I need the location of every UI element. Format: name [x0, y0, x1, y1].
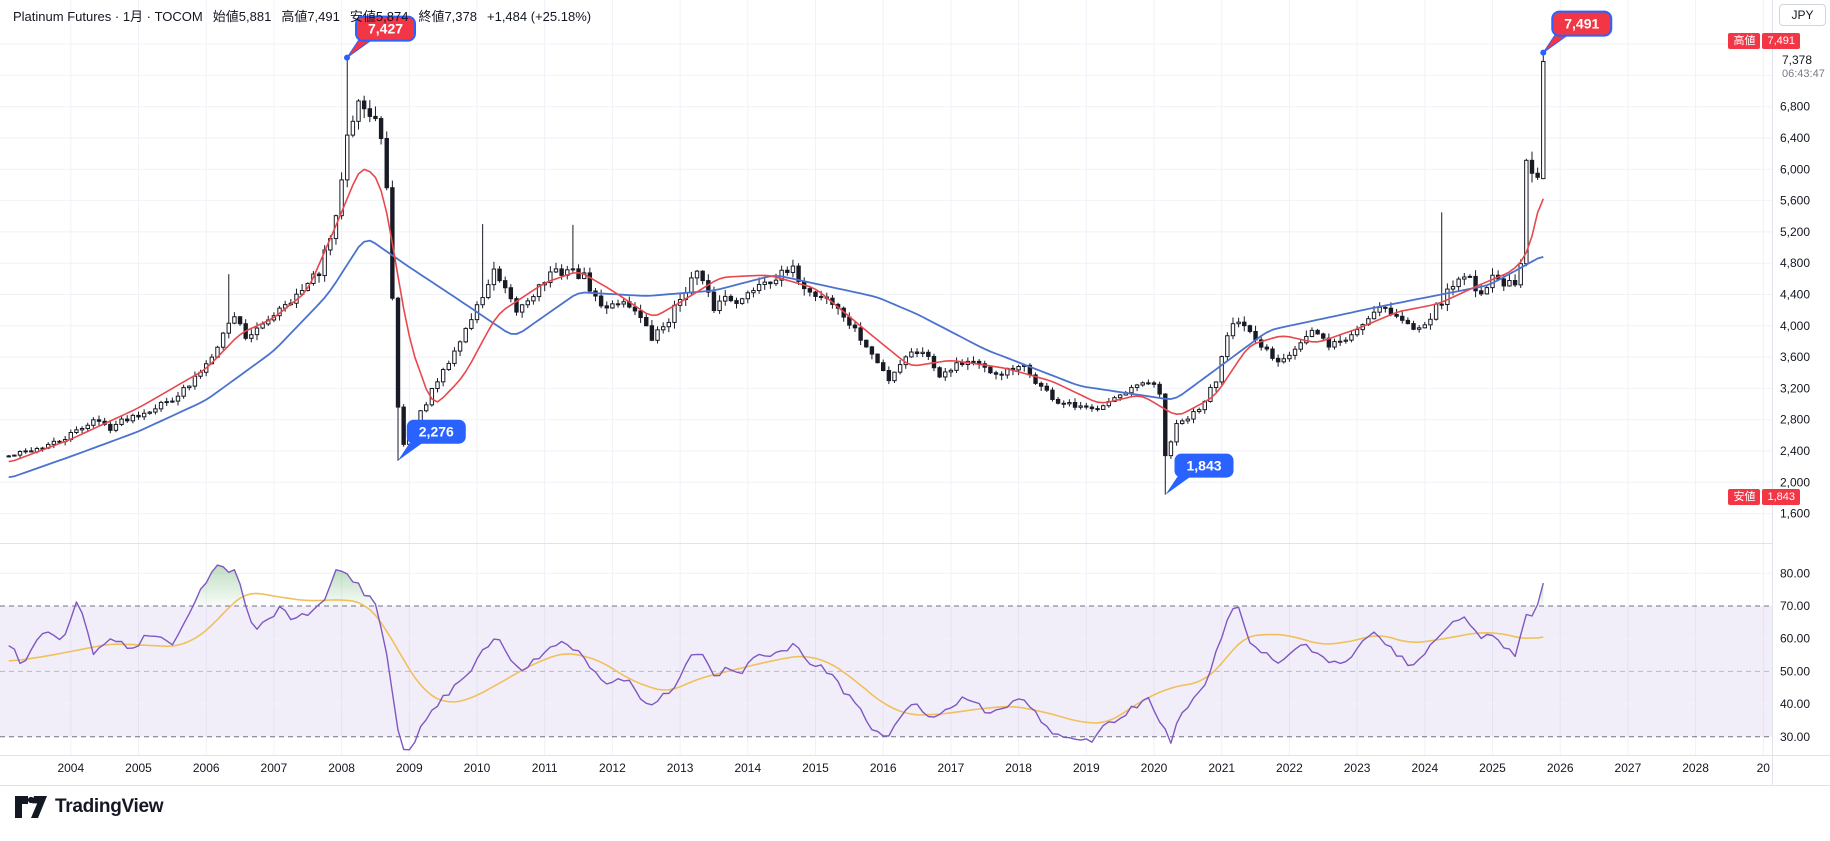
- svg-text:2014: 2014: [734, 761, 761, 775]
- svg-text:3,600: 3,600: [1780, 350, 1810, 364]
- svg-text:30.00: 30.00: [1780, 730, 1810, 744]
- svg-text:5,600: 5,600: [1780, 194, 1810, 208]
- svg-text:4,400: 4,400: [1780, 288, 1810, 302]
- tradingview-logo-text: TradingView: [55, 796, 164, 817]
- svg-text:2022: 2022: [1276, 761, 1303, 775]
- svg-text:2,276: 2,276: [419, 424, 454, 440]
- bar-countdown: 06:43:47: [1782, 68, 1825, 80]
- svg-text:6,800: 6,800: [1780, 100, 1810, 114]
- price-marker-1843: 1,843: [1165, 453, 1234, 495]
- svg-text:2025: 2025: [1479, 761, 1506, 775]
- rsi-line: [8, 564, 1544, 751]
- tradingview-logo[interactable]: TradingView: [14, 794, 164, 820]
- svg-text:70.00: 70.00: [1780, 599, 1810, 613]
- slow-ma-line: [8, 239, 1544, 479]
- ohlc-low: 安値5,874: [349, 9, 409, 24]
- svg-text:2007: 2007: [261, 761, 288, 775]
- svg-text:1,843: 1,843: [1186, 458, 1221, 474]
- svg-text:3,200: 3,200: [1780, 381, 1810, 395]
- svg-text:2010: 2010: [464, 761, 491, 775]
- svg-text:2024: 2024: [1411, 761, 1438, 775]
- price-pane-layer: [6, 52, 1546, 495]
- svg-text:40.00: 40.00: [1780, 697, 1810, 711]
- svg-text:2015: 2015: [802, 761, 829, 775]
- price-axis-labels[interactable]: 6,800 6,400 6,000 5,600 5,200 4,800 4,400 4,000…: [1780, 100, 1810, 521]
- svg-text:2018: 2018: [1005, 761, 1032, 775]
- svg-text:2008: 2008: [328, 761, 355, 775]
- time-axis-labels[interactable]: 2004 2005 2006 2007 2008 2009 2010 2011 2012 2013…: [57, 761, 1770, 775]
- svg-text:2009: 2009: [396, 761, 423, 775]
- svg-text:6,000: 6,000: [1780, 162, 1810, 176]
- marker-callouts: 7,427 2,276 1,843 7,491: [344, 10, 1613, 495]
- svg-text:5,200: 5,200: [1780, 225, 1810, 239]
- svg-text:2011: 2011: [532, 761, 558, 775]
- fast-ma-line: [8, 168, 1545, 463]
- low-badge-value: 1,843: [1762, 489, 1800, 505]
- svg-text:2006: 2006: [193, 761, 220, 775]
- ohlc-close: 終値7,378: [418, 9, 477, 24]
- svg-text:2017: 2017: [938, 761, 965, 775]
- svg-text:2005: 2005: [125, 761, 152, 775]
- tradingview-logo-icon: [15, 796, 47, 818]
- svg-text:50.00: 50.00: [1780, 664, 1810, 678]
- pane-separators: [0, 0, 1830, 786]
- svg-text:2028: 2028: [1682, 761, 1709, 775]
- svg-text:7,427: 7,427: [368, 21, 403, 37]
- high-badge-value: 7,491: [1762, 33, 1800, 49]
- low-badge-label: 安値: [1728, 489, 1761, 505]
- svg-text:80.00: 80.00: [1780, 566, 1810, 580]
- currency-button[interactable]: JPY: [1779, 4, 1826, 26]
- price-marker-2276: 2,276: [397, 419, 466, 461]
- svg-text:4,000: 4,000: [1780, 319, 1810, 333]
- svg-text:1,600: 1,600: [1780, 507, 1810, 521]
- last-price-label: 7,378: [1782, 53, 1813, 67]
- svg-text:2,400: 2,400: [1780, 444, 1810, 458]
- high-price-axis-badge: 高値 7,491: [1728, 33, 1800, 49]
- symbol-header: Platinum Futures · 1月 · TOCOM 始値5,881 高値…: [13, 6, 591, 25]
- candles-layer: [6, 52, 1546, 495]
- svg-text:2016: 2016: [870, 761, 897, 775]
- svg-text:2021: 2021: [1208, 761, 1235, 775]
- svg-text:2027: 2027: [1615, 761, 1642, 775]
- svg-text:2,000: 2,000: [1780, 475, 1810, 489]
- svg-text:2013: 2013: [667, 761, 694, 775]
- change-value: +1,484 (+25.18%): [487, 9, 592, 24]
- svg-text:2019: 2019: [1073, 761, 1100, 775]
- svg-text:2020: 2020: [1141, 761, 1168, 775]
- indicator-axis-labels[interactable]: 80.00 70.00 60.00 50.00 40.00 30.00: [1780, 566, 1810, 744]
- svg-text:2,800: 2,800: [1780, 413, 1810, 427]
- svg-text:7,491: 7,491: [1564, 16, 1599, 32]
- symbol-title: Platinum Futures · 1月 · TOCOM: [13, 9, 203, 24]
- svg-text:20: 20: [1757, 761, 1771, 775]
- svg-text:2004: 2004: [57, 761, 84, 775]
- ohlc-high: 高値7,491: [281, 9, 340, 24]
- rsi-ma-line: [8, 592, 1544, 724]
- svg-text:2026: 2026: [1547, 761, 1574, 775]
- price-marker-7491: 7,491: [1540, 10, 1613, 56]
- svg-text:2012: 2012: [599, 761, 626, 775]
- svg-text:2023: 2023: [1344, 761, 1371, 775]
- ohlc-open: 始値5,881: [212, 9, 272, 24]
- price-marker-7427: 7,427: [344, 15, 417, 61]
- rsi-pane-layer: [0, 564, 1772, 751]
- grid-layer: [0, 0, 1772, 755]
- svg-text:6,400: 6,400: [1780, 131, 1810, 145]
- svg-text:4,800: 4,800: [1780, 256, 1810, 270]
- low-price-axis-badge: 安値 1,843: [1728, 489, 1800, 505]
- svg-text:60.00: 60.00: [1780, 632, 1810, 646]
- high-badge-label: 高値: [1728, 33, 1761, 49]
